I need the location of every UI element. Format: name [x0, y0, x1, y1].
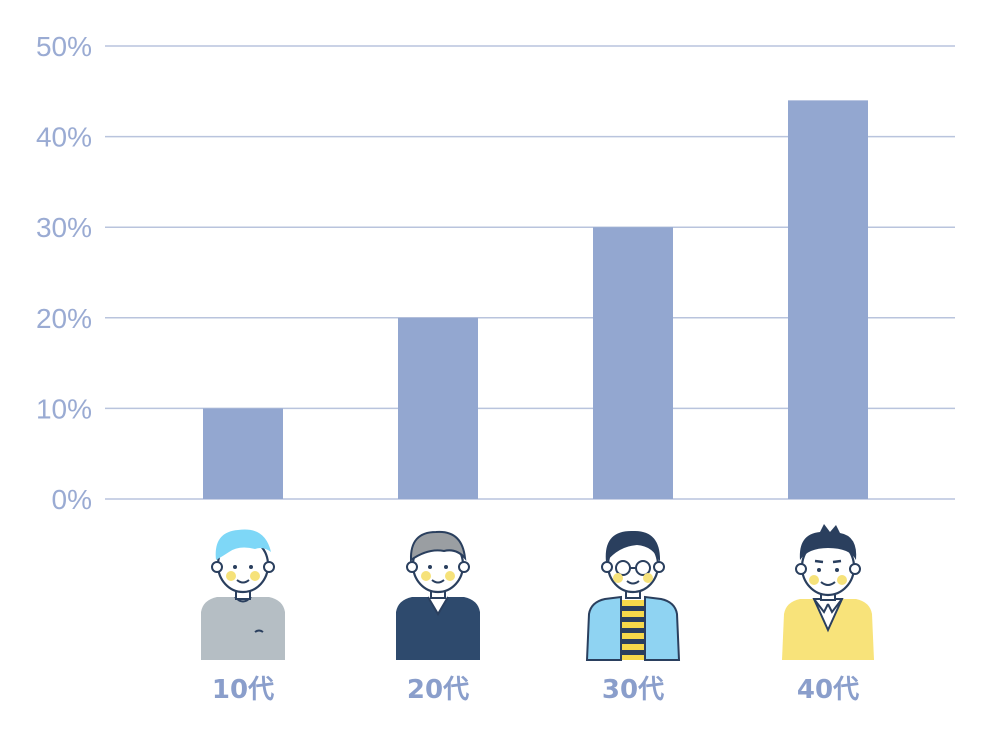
bar	[788, 100, 868, 500]
teen-person-icon	[201, 529, 285, 660]
bar	[593, 227, 673, 499]
x-category-label: 30代	[602, 675, 664, 705]
y-tick-label: 30%	[36, 212, 92, 243]
thirties-person-icon	[585, 530, 681, 661]
y-tick-label: 10%	[36, 393, 92, 424]
x-category-label: 10代	[212, 675, 274, 705]
bars	[203, 100, 868, 500]
y-tick-label: 50%	[36, 31, 92, 62]
x-category-label: 40代	[797, 675, 859, 705]
x-axis-categories: 10代 20代 30代 40代	[212, 675, 859, 705]
y-tick-label: 40%	[36, 122, 92, 153]
y-axis-ticks: 0% 10% 20% 30% 40% 50%	[36, 31, 92, 515]
y-tick-label: 20%	[36, 303, 92, 334]
x-category-label: 20代	[407, 675, 469, 705]
twenties-person-icon	[396, 530, 480, 660]
forties-person-icon	[782, 524, 874, 660]
bar	[203, 408, 283, 499]
bar	[398, 317, 478, 499]
y-tick-label: 0%	[52, 484, 92, 515]
